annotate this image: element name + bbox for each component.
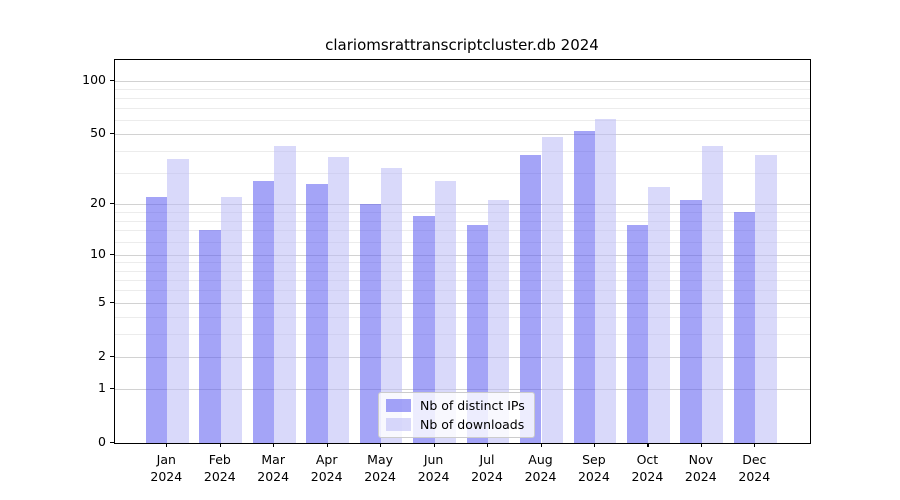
x-tick-mark bbox=[219, 443, 221, 447]
minor-gridline bbox=[115, 334, 810, 336]
x-tick-label-may: May 2024 bbox=[364, 452, 396, 484]
y-tick-mark bbox=[110, 355, 114, 358]
x-tick-label-oct: Oct 2024 bbox=[631, 452, 664, 484]
legend: Nb of distinct IPs Nb of downloads bbox=[378, 392, 535, 438]
legend-row-distinct-ips: Nb of distinct IPs bbox=[386, 398, 525, 413]
x-tick-label-feb: Feb 2024 bbox=[203, 452, 236, 484]
minor-gridline bbox=[115, 220, 810, 222]
y-tick-mark bbox=[110, 253, 114, 255]
bar-downloads-jan bbox=[167, 159, 189, 443]
minor-gridline bbox=[115, 211, 810, 213]
bar-distinct-ips-dec bbox=[733, 211, 756, 443]
y-tick-label: 10 bbox=[90, 245, 106, 261]
major-gridline bbox=[115, 134, 810, 136]
major-gridline bbox=[115, 204, 810, 205]
minor-gridline bbox=[115, 151, 810, 153]
bar-downloads-nov bbox=[701, 145, 724, 443]
legend-swatch-distinct-ips-icon bbox=[386, 399, 411, 412]
x-tick-label-sep: Sep 2024 bbox=[577, 452, 610, 484]
major-gridline bbox=[115, 388, 810, 390]
bar-distinct-ips-jan bbox=[145, 196, 168, 443]
x-tick-mark bbox=[273, 443, 275, 447]
x-tick-mark bbox=[593, 443, 596, 447]
x-tick-label-jun: Jun 2024 bbox=[417, 452, 450, 484]
bar-downloads-dec bbox=[755, 155, 777, 443]
legend-label-distinct-ips: Nb of distinct IPs bbox=[420, 398, 525, 413]
legend-row-downloads: Nb of downloads bbox=[386, 417, 525, 432]
x-tick-mark bbox=[540, 443, 542, 447]
x-tick-label-dec: Dec 2024 bbox=[738, 452, 771, 484]
minor-gridline bbox=[115, 97, 810, 99]
x-tick-mark bbox=[647, 443, 649, 447]
legend-label-downloads: Nb of downloads bbox=[420, 417, 525, 432]
minor-gridline bbox=[115, 241, 810, 243]
minor-gridline bbox=[115, 88, 810, 90]
x-tick-label-aug: Aug 2024 bbox=[524, 452, 557, 484]
bar-downloads-sep bbox=[594, 118, 617, 443]
bar-downloads-jul bbox=[488, 200, 510, 443]
bar-distinct-ips-jul bbox=[466, 225, 488, 443]
y-tick-label: 1 bbox=[98, 379, 106, 395]
x-tick-label-mar: Mar 2024 bbox=[257, 452, 290, 484]
y-tick-label: 50 bbox=[90, 125, 106, 141]
minor-gridline bbox=[115, 262, 810, 264]
y-tick-mark bbox=[110, 133, 114, 135]
bar-distinct-ips-aug bbox=[520, 155, 542, 443]
bar-distinct-ips-nov bbox=[680, 200, 702, 443]
major-gridline bbox=[115, 302, 810, 304]
x-tick-mark bbox=[380, 443, 382, 447]
bar-distinct-ips-mar bbox=[252, 181, 275, 443]
bar-distinct-ips-sep bbox=[573, 130, 595, 443]
bar-downloads-mar bbox=[274, 145, 296, 443]
x-tick-label-nov: Nov 2024 bbox=[684, 452, 717, 484]
bar-downloads-may bbox=[381, 168, 403, 443]
x-tick-mark bbox=[487, 443, 489, 447]
minor-gridline bbox=[115, 108, 810, 110]
chart-title: clariomsrattranscriptcluster.db 2024 bbox=[325, 36, 599, 54]
minor-gridline bbox=[115, 290, 810, 292]
y-tick-label: 0 bbox=[98, 434, 106, 450]
bar-downloads-apr bbox=[327, 157, 350, 443]
bar-downloads-oct bbox=[648, 186, 670, 443]
y-tick-mark bbox=[110, 203, 114, 205]
x-tick-mark bbox=[166, 443, 168, 447]
y-tick-mark bbox=[110, 387, 114, 389]
bar-downloads-aug bbox=[541, 137, 563, 443]
y-tick-label: 2 bbox=[98, 347, 106, 363]
minor-gridline bbox=[115, 316, 810, 318]
major-gridline bbox=[115, 254, 810, 256]
minor-gridline bbox=[115, 270, 810, 272]
x-tick-label-apr: Apr 2024 bbox=[310, 452, 343, 484]
minor-gridline bbox=[115, 173, 810, 175]
bar-downloads-jun bbox=[434, 181, 456, 443]
x-tick-mark bbox=[326, 443, 328, 447]
y-tick-mark bbox=[110, 442, 114, 444]
x-tick-label-jan: Jan 2024 bbox=[150, 452, 183, 484]
x-tick-label-jul: Jul 2024 bbox=[471, 452, 503, 484]
y-tick-label: 5 bbox=[98, 293, 106, 309]
bar-distinct-ips-oct bbox=[627, 225, 649, 443]
x-tick-mark bbox=[433, 443, 435, 447]
y-tick-mark bbox=[110, 79, 114, 81]
legend-swatch-downloads-icon bbox=[386, 418, 411, 431]
minor-gridline bbox=[115, 279, 810, 281]
bar-distinct-ips-feb bbox=[199, 230, 221, 443]
major-gridline bbox=[115, 80, 810, 82]
major-gridline bbox=[115, 356, 810, 358]
y-tick-mark bbox=[110, 301, 114, 303]
bar-distinct-ips-jun bbox=[413, 215, 435, 443]
bar-distinct-ips-may bbox=[359, 203, 382, 443]
bar-distinct-ips-apr bbox=[306, 183, 328, 443]
x-tick-mark bbox=[754, 443, 756, 447]
y-tick-label: 20 bbox=[90, 195, 106, 210]
y-tick-label: 100 bbox=[82, 71, 106, 87]
minor-gridline bbox=[115, 120, 810, 122]
plot-area bbox=[114, 59, 811, 444]
minor-gridline bbox=[115, 230, 810, 232]
bar-downloads-feb bbox=[220, 196, 243, 443]
x-tick-mark bbox=[700, 443, 702, 447]
